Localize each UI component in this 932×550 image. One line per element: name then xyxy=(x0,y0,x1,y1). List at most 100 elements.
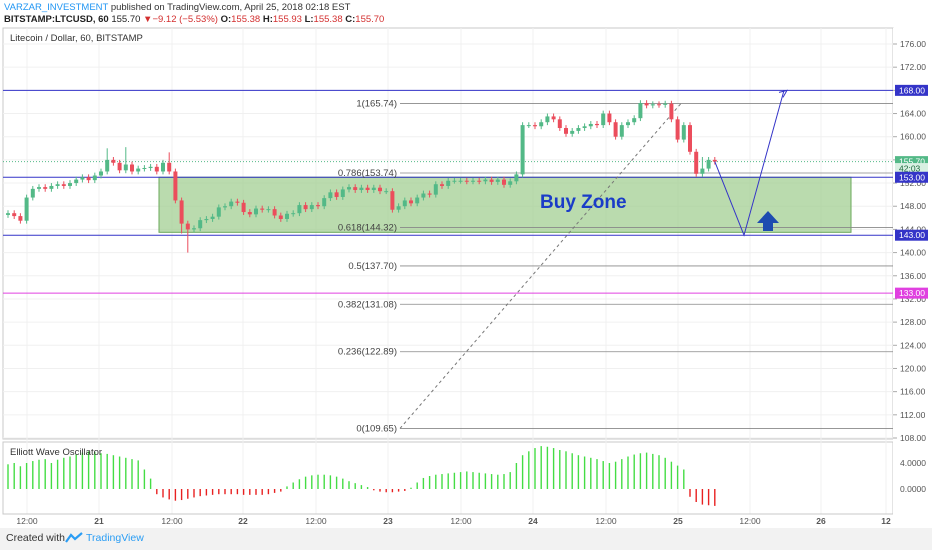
candle-body xyxy=(192,228,196,230)
up-arrow-icon xyxy=(757,211,779,231)
fib-label: 0.236(122.89) xyxy=(338,347,397,358)
candle-body xyxy=(278,215,283,219)
time-tick-label: 12:00 xyxy=(739,516,761,526)
high-value: 155.93 xyxy=(272,14,302,25)
candle-body xyxy=(526,125,531,127)
time-axis[interactable]: 12:00 21 12:00 22 12:00 23 12:00 24 12:00 25 12:00… xyxy=(3,513,893,526)
candle-body xyxy=(359,187,364,191)
fib-label: 0(109.65) xyxy=(356,423,397,434)
price-label: 153.00 xyxy=(899,172,925,182)
candle-body xyxy=(99,171,103,176)
time-tick-label: 12:00 xyxy=(450,516,472,526)
buy-zone-label: Buy Zone xyxy=(540,192,627,213)
candle-body xyxy=(216,207,221,217)
candle-body xyxy=(260,208,265,210)
candle-body xyxy=(626,122,630,126)
candle-body xyxy=(204,218,209,221)
candle-body xyxy=(123,164,128,171)
candle-body xyxy=(55,184,60,186)
price-axis[interactable]: 176.00172.00168.00164.00160.00156.00152.… xyxy=(893,28,932,528)
candle-body xyxy=(595,123,599,126)
candle-body xyxy=(6,213,10,215)
price-axis-bg xyxy=(893,28,932,528)
low-value: 155.38 xyxy=(313,14,343,25)
candle-body xyxy=(650,104,655,106)
candle-body xyxy=(340,189,345,197)
horizontal-levels xyxy=(3,89,893,294)
tradingview-brand[interactable]: TradingView xyxy=(86,532,144,544)
price-label-box xyxy=(895,156,928,168)
candle-body xyxy=(24,197,29,221)
candle-body xyxy=(235,201,240,203)
price-label-box xyxy=(895,163,928,175)
candle-body xyxy=(440,184,444,186)
projection-line xyxy=(714,90,785,237)
price-tick-label: 160.00 xyxy=(900,132,926,142)
candle-body xyxy=(495,179,500,182)
candle-body xyxy=(564,128,568,134)
change: −9.12 (−5.53%) xyxy=(152,14,218,25)
candle-body xyxy=(712,159,717,162)
candle-body xyxy=(198,220,203,229)
close-value: 155.70 xyxy=(355,14,385,25)
candle-body xyxy=(384,191,389,193)
candle-body xyxy=(421,193,426,198)
candle-body xyxy=(117,162,122,171)
candle-body xyxy=(291,213,296,215)
time-tick-label: 24 xyxy=(528,516,538,526)
down-arrow-icon: ▼ xyxy=(143,14,153,25)
elliott-wave-oscillator: 4.0000 0.0000 xyxy=(7,446,926,506)
ohlc-info: BITSTAMP:LTCUSD, 60 155.70 ▼−9.12 (−5.53… xyxy=(4,14,384,26)
candle-body xyxy=(80,177,85,180)
time-tick-label: 12 xyxy=(881,516,891,526)
price-tick-label: 176.00 xyxy=(900,39,926,49)
price-tick-label: 164.00 xyxy=(900,109,926,119)
grid xyxy=(3,28,893,514)
candle-body xyxy=(390,191,395,210)
author-link[interactable]: VARZAR_INVESTMENT xyxy=(4,2,109,13)
price-tick-label: 144.00 xyxy=(900,224,926,234)
candle-body xyxy=(520,125,525,175)
candle-body xyxy=(551,116,556,120)
candle-body xyxy=(613,122,618,137)
candle-body xyxy=(477,180,482,182)
candle-body xyxy=(700,168,705,174)
candle-body xyxy=(86,177,91,181)
time-tick-label: 22 xyxy=(238,516,248,526)
price-label-box xyxy=(895,287,928,299)
candle-body xyxy=(644,103,649,106)
time-tick-label: 21 xyxy=(94,516,104,526)
candle-body xyxy=(378,187,382,192)
candle-body xyxy=(241,202,246,213)
time-tick-label: 12:00 xyxy=(305,516,327,526)
candle-body xyxy=(371,187,376,191)
candle-body xyxy=(61,184,66,186)
candle-body xyxy=(74,179,79,184)
candle-body xyxy=(347,187,351,190)
candle-body xyxy=(303,205,308,210)
candle-body xyxy=(210,216,215,219)
price-chart[interactable]: 1(165.74) 0.786(153.74) 0.618(144.32) 0.5(1… xyxy=(0,0,932,528)
last-price: 155.70 xyxy=(111,14,141,25)
price-tick-label: 120.00 xyxy=(900,363,926,373)
publish-info: VARZAR_INVESTMENT published on TradingVi… xyxy=(4,2,350,14)
candle-body xyxy=(663,103,668,105)
candle-body xyxy=(167,162,172,172)
price-tick-label: 132.00 xyxy=(900,294,926,304)
candle-body xyxy=(396,206,401,210)
projection-path xyxy=(714,89,789,237)
candle-body xyxy=(458,180,463,182)
fib-label: 1(165.74) xyxy=(356,98,397,109)
fibonacci-retracement: 1(165.74) 0.786(153.74) 0.618(144.32) 0.5(1… xyxy=(338,98,893,434)
time-tick-label: 12:00 xyxy=(161,516,183,526)
candle-body xyxy=(285,213,289,219)
candle-body xyxy=(247,212,252,215)
price-tick-label: 112.00 xyxy=(900,410,926,420)
tradingview-logo-icon[interactable] xyxy=(64,531,84,545)
candle-body xyxy=(179,200,184,224)
price-label: 42:03 xyxy=(899,164,921,174)
candle-body xyxy=(105,159,110,172)
candle-body xyxy=(632,118,637,123)
projection-arrowhead xyxy=(778,89,789,98)
time-tick-label: 26 xyxy=(816,516,826,526)
